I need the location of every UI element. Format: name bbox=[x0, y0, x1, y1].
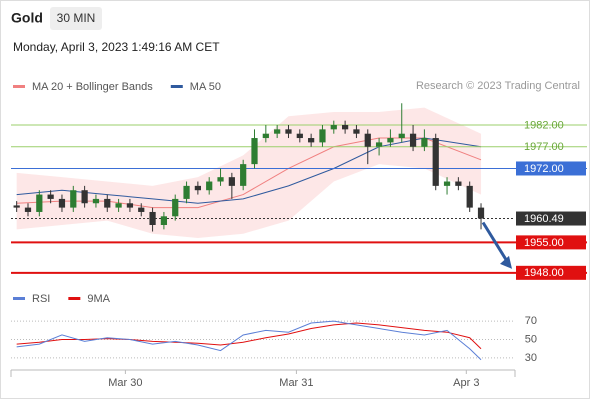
candle-body bbox=[138, 207, 145, 212]
credit: Research © 2023 Trading Central bbox=[416, 80, 580, 92]
level-label: 1948.00 bbox=[524, 267, 564, 279]
candle-body bbox=[36, 194, 43, 212]
level-box bbox=[516, 161, 586, 176]
legend-label: 9MA bbox=[87, 293, 110, 305]
legend-swatch bbox=[170, 85, 183, 88]
candle-body bbox=[274, 129, 281, 134]
x-tick-label: Apr 3 bbox=[453, 377, 479, 389]
candle-body bbox=[81, 190, 88, 204]
candle-body bbox=[92, 198, 100, 204]
legend-label: RSI bbox=[32, 293, 50, 305]
forecast-arrowhead bbox=[500, 255, 512, 269]
candle-body bbox=[443, 181, 451, 186]
candle-body bbox=[341, 125, 349, 130]
level-label: 1977.00 bbox=[524, 141, 564, 153]
level-label: 1960.49 bbox=[524, 213, 564, 225]
symbol: Gold bbox=[11, 10, 43, 26]
candle-body bbox=[206, 181, 213, 191]
timestamp: Monday, April 3, 2023 1:49:16 AM CET bbox=[13, 40, 220, 54]
candle-body bbox=[70, 190, 77, 208]
candle-body bbox=[104, 198, 111, 208]
candle-body bbox=[387, 138, 394, 143]
candle-body bbox=[319, 129, 326, 143]
level-label: 1982.00 bbox=[524, 119, 564, 131]
candle-body bbox=[432, 138, 439, 186]
candle-body bbox=[13, 205, 20, 208]
interval-button[interactable] bbox=[50, 7, 102, 30]
legend-swatch bbox=[13, 85, 25, 88]
candle-body bbox=[353, 129, 360, 134]
candle-body bbox=[409, 133, 417, 147]
level-box bbox=[516, 265, 586, 280]
forecast-arrow bbox=[481, 221, 510, 264]
candle-body bbox=[251, 138, 258, 165]
level-box bbox=[516, 211, 586, 226]
candle-body bbox=[172, 198, 179, 217]
level-box bbox=[516, 235, 586, 250]
legend-swatch bbox=[13, 297, 25, 300]
candle-body bbox=[455, 181, 462, 186]
ma20-line bbox=[16, 137, 482, 209]
y-tick-label: 50 bbox=[525, 333, 537, 345]
candle-body bbox=[364, 133, 371, 147]
legend-swatch bbox=[68, 297, 81, 300]
level-label: 1955.00 bbox=[524, 237, 564, 249]
interval[interactable]: 30 MIN bbox=[57, 11, 96, 25]
candle-body bbox=[477, 207, 485, 219]
candle-body bbox=[183, 185, 190, 199]
legend-label: MA 20 + Bollinger Bands bbox=[32, 81, 153, 93]
candle-body bbox=[285, 129, 292, 134]
level-label: 1972.00 bbox=[524, 163, 564, 175]
candle-body bbox=[58, 198, 66, 208]
candle-body bbox=[398, 133, 405, 139]
ma50-line bbox=[16, 137, 482, 204]
candle-body bbox=[217, 177, 224, 182]
x-tick-label: Mar 31 bbox=[279, 377, 313, 389]
candle-body bbox=[228, 177, 235, 186]
candle-body bbox=[115, 203, 122, 208]
y-tick-label: 70 bbox=[525, 315, 537, 327]
candle-body bbox=[126, 203, 134, 208]
candle-body bbox=[240, 164, 247, 186]
candle-body bbox=[47, 194, 54, 199]
candle-body bbox=[194, 185, 201, 191]
x-tick-label: Mar 30 bbox=[108, 377, 142, 389]
candle-body bbox=[375, 142, 383, 147]
candle-body bbox=[24, 207, 32, 212]
rsi-line bbox=[16, 320, 482, 361]
candle-body bbox=[149, 211, 156, 225]
candle-body bbox=[160, 216, 168, 225]
y-tick-label: 30 bbox=[525, 352, 537, 364]
candle-body bbox=[466, 185, 473, 208]
candle-body bbox=[308, 138, 315, 143]
candle-body bbox=[330, 125, 337, 130]
candle-body bbox=[421, 138, 428, 147]
candle-body bbox=[296, 133, 303, 139]
candle-body bbox=[262, 133, 269, 139]
legend-label: MA 50 bbox=[190, 81, 221, 93]
